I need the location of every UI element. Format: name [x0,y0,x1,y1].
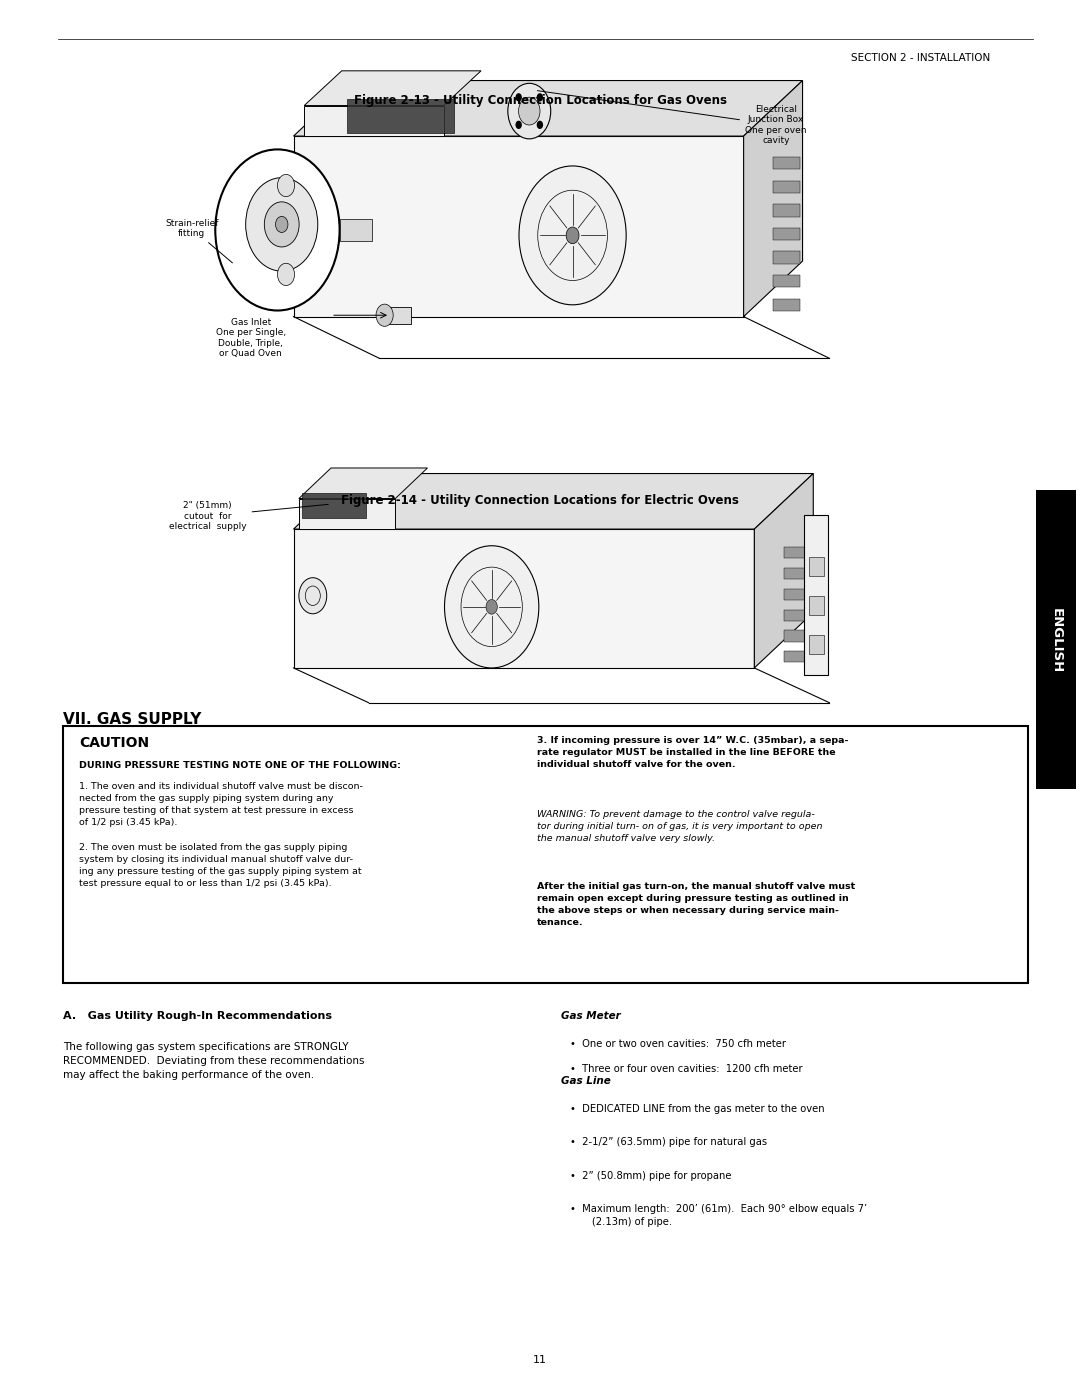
Bar [773,251,800,264]
Bar [305,106,444,136]
Text: CAUTION: CAUTION [79,736,149,750]
Circle shape [515,120,522,129]
Circle shape [445,546,539,668]
Text: •  2” (50.8mm) pipe for propane: • 2” (50.8mm) pipe for propane [570,1171,731,1180]
Text: WARNING: To prevent damage to the control valve regula-
tor during initial turn-: WARNING: To prevent damage to the contro… [537,810,822,842]
Bar [784,569,808,580]
Bar [773,228,800,240]
Text: VII. GAS SUPPLY: VII. GAS SUPPLY [63,712,202,728]
Circle shape [376,305,393,327]
Text: 3. If incoming pressure is over 14” W.C. (35mbar), a sepa-
rate regulator MUST b: 3. If incoming pressure is over 14” W.C.… [537,736,848,770]
Bar [773,180,800,193]
Bar [784,548,808,559]
Text: •  One or two oven cavities:  750 cfh meter: • One or two oven cavities: 750 cfh mete… [570,1039,786,1049]
Polygon shape [294,81,802,136]
Bar [784,588,808,599]
Circle shape [515,94,522,102]
Bar [302,493,366,518]
Circle shape [275,217,288,232]
Bar [384,307,411,324]
Text: ENGLISH: ENGLISH [1050,608,1063,673]
Bar [1036,490,1076,789]
Text: 1. The oven and its individual shutoff valve must be discon-
nected from the gas: 1. The oven and its individual shutoff v… [79,782,363,888]
Bar [809,634,824,654]
Text: •  Three or four oven cavities:  1200 cfh meter: • Three or four oven cavities: 1200 cfh … [570,1063,802,1074]
Text: •  Maximum length:  200’ (61m).  Each 90° elbow equals 7’
       (2.13m) of pipe: • Maximum length: 200’ (61m). Each 90° e… [570,1204,867,1227]
Text: Strain-relief
fitting: Strain-relief fitting [165,219,232,263]
Bar [809,557,824,577]
Bar [347,99,455,133]
Bar [63,726,1027,983]
Circle shape [299,578,327,613]
Text: Figure 2-14 - Utility Connection Locations for Electric Ovens: Figure 2-14 - Utility Connection Locatio… [341,495,739,507]
Bar [773,275,800,288]
Text: •  DEDICATED LINE from the gas meter to the oven: • DEDICATED LINE from the gas meter to t… [570,1104,825,1113]
Bar [773,299,800,312]
Text: Gas Meter: Gas Meter [562,1011,621,1021]
Bar [339,219,372,242]
Circle shape [245,177,318,271]
Circle shape [537,94,543,102]
Text: The following gas system specifications are STRONGLY
RECOMMENDED.  Deviating fro: The following gas system specifications … [63,1042,365,1080]
Text: Gas Line: Gas Line [562,1076,611,1087]
Polygon shape [754,474,813,668]
Circle shape [278,263,295,285]
Circle shape [278,175,295,197]
Polygon shape [294,474,813,529]
Circle shape [566,228,579,243]
Polygon shape [294,529,754,668]
Bar [773,156,800,169]
Bar [784,651,808,662]
Text: Gas Inlet
One per Single,
Double, Triple,
or Quad Oven: Gas Inlet One per Single, Double, Triple… [216,319,286,358]
Polygon shape [299,468,428,499]
Circle shape [265,201,299,247]
Polygon shape [305,71,481,106]
Text: Electrical
Junction Box
One per oven
cavity: Electrical Junction Box One per oven cav… [538,91,807,145]
Text: After the initial gas turn-on, the manual shutoff valve must
remain open except : After the initial gas turn-on, the manua… [537,882,855,928]
Text: SECTION 2 - INSTALLATION: SECTION 2 - INSTALLATION [851,53,990,63]
Circle shape [518,98,540,124]
Circle shape [215,149,339,310]
Circle shape [508,84,551,138]
Circle shape [519,166,626,305]
Text: 2" (51mm)
cutout  for
electrical  supply: 2" (51mm) cutout for electrical supply [168,502,328,531]
Bar [784,630,808,641]
Polygon shape [744,81,802,317]
Circle shape [486,599,497,615]
Text: DURING PRESSURE TESTING NOTE ONE OF THE FOLLOWING:: DURING PRESSURE TESTING NOTE ONE OF THE … [79,761,401,770]
Bar [805,515,828,675]
Text: 11: 11 [534,1355,546,1365]
Polygon shape [294,136,744,317]
Text: Figure 2-13 - Utility Connection Locations for Gas Ovens: Figure 2-13 - Utility Connection Locatio… [353,95,727,108]
Text: •  2-1/2” (63.5mm) pipe for natural gas: • 2-1/2” (63.5mm) pipe for natural gas [570,1137,767,1147]
Bar [784,609,808,620]
Text: A.   Gas Utility Rough-In Recommendations: A. Gas Utility Rough-In Recommendations [63,1011,333,1021]
Bar [809,595,824,615]
Bar [773,204,800,217]
Bar [299,499,395,529]
Circle shape [537,120,543,129]
